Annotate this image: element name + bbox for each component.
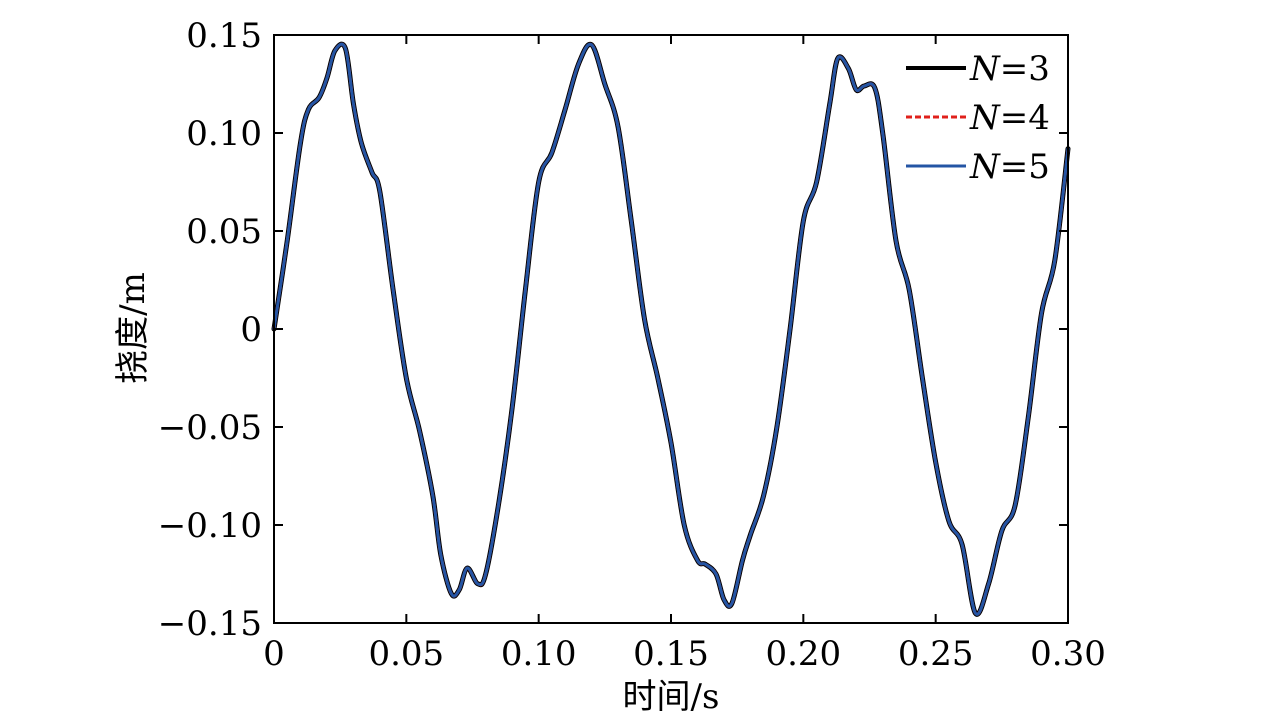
y-tick-label: 0	[240, 310, 262, 350]
x-axis-label: 时间/s	[623, 677, 720, 717]
y-tick-label: −0.15	[158, 604, 262, 644]
x-tick-label: 0	[263, 634, 285, 674]
y-tick-label: 0.05	[186, 212, 262, 252]
ticks-layer	[273, 34, 1069, 624]
legend-label-3: N=5	[969, 147, 1050, 187]
legend-label-variable: N	[969, 49, 1001, 89]
legend-label-2: N=4	[969, 98, 1050, 138]
legend: N=3N=4N=5	[906, 49, 1050, 187]
y-tick-label: 0.15	[186, 16, 262, 56]
legend-label-1: N=3	[969, 49, 1050, 89]
plot-frame	[273, 34, 1069, 624]
x-tick-label: 0.30	[1030, 634, 1106, 674]
y-tick-label: −0.05	[158, 408, 262, 448]
legend-label-variable: N	[969, 147, 1001, 187]
x-tick-label: 0.05	[368, 634, 444, 674]
y-axis-label: 挠度/m	[113, 272, 153, 384]
series-line-2	[272, 42, 1070, 616]
legend-label-value: =3	[1000, 49, 1050, 89]
y-tick-label: 0.10	[186, 114, 262, 154]
legend-label-variable: N	[969, 98, 1001, 138]
x-tick-label: 0.20	[765, 634, 841, 674]
x-tick-label: 0.10	[501, 634, 577, 674]
x-tick-label: 0.15	[633, 634, 709, 674]
x-tick-label: 0.25	[898, 634, 974, 674]
series-layer	[271, 41, 1071, 617]
series-line-1	[271, 41, 1071, 617]
legend-label-value: =5	[1000, 147, 1050, 187]
y-tick-label: −0.10	[158, 506, 262, 546]
legend-label-value: =4	[1000, 98, 1050, 138]
tick-labels-layer: 0 0.05 0.10 0.15 0.20 0.25 0.300.150.100.050−0…	[158, 16, 1106, 674]
series-line-3	[272, 42, 1070, 616]
